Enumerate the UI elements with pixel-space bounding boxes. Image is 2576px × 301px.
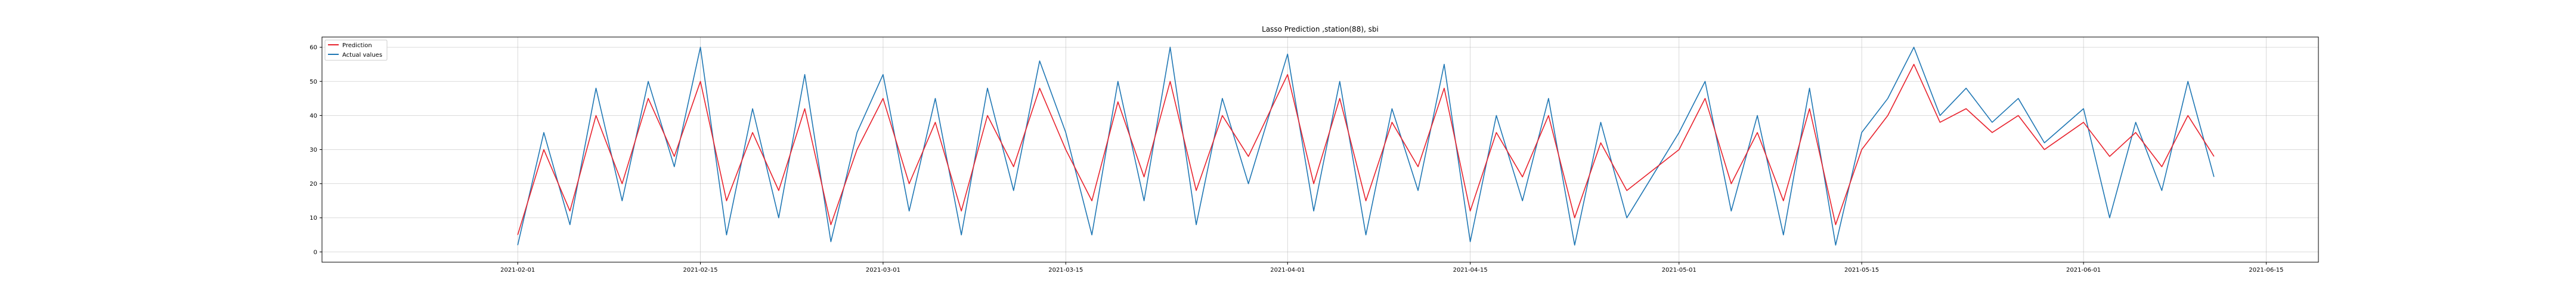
chart-title: Lasso Prediction ,station(88), sbi [1262,25,1379,33]
y-tick-label: 40 [309,113,317,119]
grid [322,37,2318,262]
x-axis: 2021-02-01 2021-02-15 2021-03-01 2021-03-15… [500,262,2284,274]
legend: Prediction Actual values [324,39,388,61]
y-axis: 0 10 20 30 40 50 60 [309,45,322,256]
legend-label-prediction: Prediction [342,42,372,49]
series-line-prediction [517,63,2215,235]
x-tick-label: 2021-05-15 [1844,267,1879,274]
x-tick-label: 2021-06-01 [2066,267,2101,274]
x-tick-label: 2021-03-01 [866,267,900,274]
x-tick-label: 2021-05-01 [1662,267,1696,274]
legend-box [324,39,388,61]
series-layer [517,47,2215,246]
x-tick-label: 2021-03-15 [1048,267,1083,274]
series-line-actual-values [517,47,2215,246]
y-tick-label: 20 [309,181,317,188]
legend-label-actual-values: Actual values [342,52,382,59]
x-tick-label: 2021-06-15 [2249,267,2283,274]
x-tick-label: 2021-02-15 [683,267,718,274]
y-tick-label: 30 [309,147,317,153]
y-tick-label: 10 [309,215,317,222]
x-tick-label: 2021-04-15 [1453,267,1488,274]
y-tick-label: 50 [309,79,317,85]
x-tick-label: 2021-02-01 [500,267,535,274]
x-tick-label: 2021-04-01 [1270,267,1305,274]
y-tick-label: 60 [309,45,317,51]
y-tick-label: 0 [314,249,317,256]
